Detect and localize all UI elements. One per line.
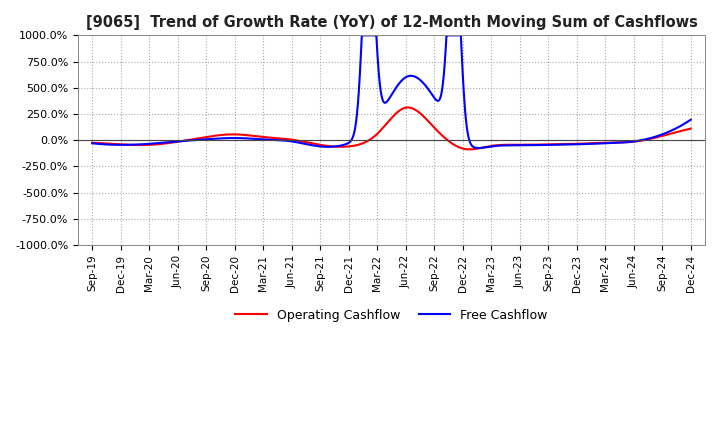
Operating Cashflow — [670, 130, 678, 136]
Free Cashflow — [474, 145, 483, 150]
Operating Cashflow — [686, 126, 695, 131]
Operating Cashflow — [363, 139, 372, 144]
Operating Cashflow — [379, 125, 387, 130]
Free Cashflow — [358, 33, 366, 38]
Free Cashflow — [379, 99, 388, 104]
Free Cashflow — [559, 142, 568, 147]
Free Cashflow — [119, 142, 127, 147]
Free Cashflow — [686, 117, 695, 122]
Free Cashflow — [364, 33, 372, 38]
Operating Cashflow — [403, 105, 412, 110]
Operating Cashflow — [670, 130, 678, 136]
Free Cashflow — [670, 127, 678, 132]
Legend: Operating Cashflow, Free Cashflow: Operating Cashflow, Free Cashflow — [230, 304, 552, 327]
Free Cashflow — [88, 141, 96, 146]
Operating Cashflow — [119, 142, 127, 147]
Free Cashflow — [670, 127, 678, 132]
Line: Free Cashflow: Free Cashflow — [92, 35, 690, 148]
Operating Cashflow — [559, 141, 568, 147]
Line: Operating Cashflow: Operating Cashflow — [92, 107, 690, 149]
Title: [9065]  Trend of Growth Rate (YoY) of 12-Month Moving Sum of Cashflows: [9065] Trend of Growth Rate (YoY) of 12-… — [86, 15, 698, 30]
Operating Cashflow — [88, 140, 96, 145]
Operating Cashflow — [465, 147, 474, 152]
